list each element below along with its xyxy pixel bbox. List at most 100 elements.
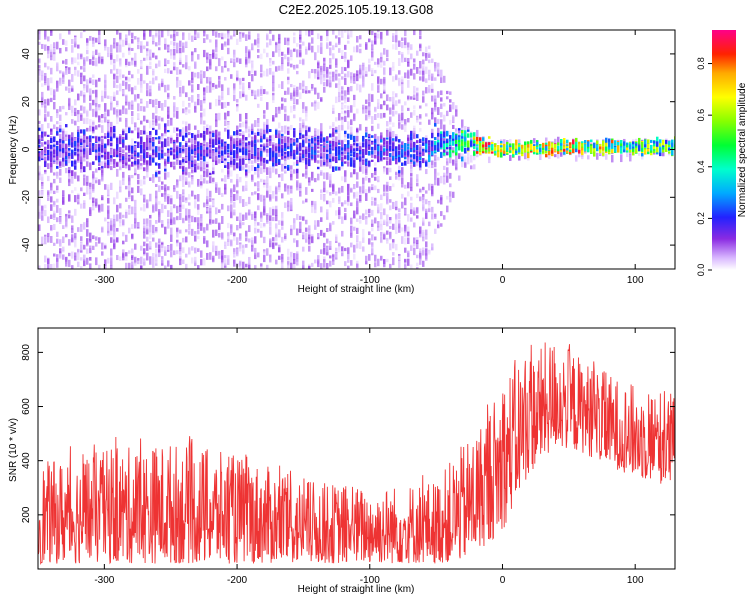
spectrogram-cell bbox=[47, 265, 50, 269]
spectrogram-cell bbox=[89, 135, 92, 139]
spectrogram-cell bbox=[83, 192, 86, 197]
spectrogram-cell bbox=[410, 46, 413, 51]
spectrogram-cell bbox=[467, 133, 470, 138]
spectrogram-cell bbox=[131, 116, 134, 125]
spectrogram-cell bbox=[308, 135, 311, 141]
spectrogram-cell bbox=[143, 45, 146, 50]
spectrogram-cell bbox=[134, 52, 137, 61]
spectrogram-cell bbox=[197, 155, 200, 161]
spectrogram-cell bbox=[404, 160, 407, 166]
spectrogram-cell bbox=[293, 88, 296, 92]
spectrogram-cell bbox=[284, 129, 287, 135]
spectrogram-cell bbox=[341, 55, 344, 59]
spectrogram-cell bbox=[416, 50, 419, 56]
spectrogram-cell bbox=[317, 62, 320, 69]
spectrogram-cell bbox=[173, 154, 176, 159]
spectrogram-cell bbox=[104, 112, 107, 118]
spectrogram-cell bbox=[134, 243, 137, 250]
spectrogram-cell bbox=[113, 148, 116, 152]
spectrogram-cell bbox=[431, 83, 434, 89]
spectrogram-cell bbox=[368, 208, 371, 214]
spectrogram-cell bbox=[134, 222, 137, 229]
spectrogram-cell bbox=[395, 200, 398, 208]
spectrogram-cell bbox=[473, 151, 476, 156]
spectrogram-cell bbox=[317, 220, 320, 227]
spectrogram-cell bbox=[95, 198, 98, 207]
spectrogram-cell bbox=[317, 136, 320, 143]
spectrogram-cell bbox=[488, 156, 491, 164]
spectrogram-cell bbox=[122, 52, 125, 58]
spectrogram-cell bbox=[197, 72, 200, 78]
spectrogram-cell bbox=[422, 90, 425, 96]
spectrogram-cell bbox=[290, 262, 293, 269]
spectrogram-cell bbox=[242, 134, 245, 140]
spectrogram-cell bbox=[194, 260, 197, 267]
spectrogram-cell bbox=[200, 181, 203, 186]
spectrogram-cell bbox=[362, 246, 365, 252]
spectrogram-cell bbox=[203, 162, 206, 169]
spectrogram-cell bbox=[56, 231, 59, 238]
spectrogram-cell bbox=[173, 55, 176, 60]
spectrogram-cell bbox=[71, 228, 74, 234]
spectrogram-cell bbox=[323, 137, 326, 141]
spectrogram-cell bbox=[95, 49, 98, 56]
spectrogram-cell bbox=[434, 137, 437, 141]
spectrogram-cell bbox=[251, 63, 254, 68]
spectrogram-cell bbox=[110, 165, 113, 171]
spectrogram-cell bbox=[314, 128, 317, 132]
spectrogram-cell bbox=[95, 143, 98, 150]
spectrogram-cell bbox=[155, 226, 158, 232]
spectrogram-cell bbox=[386, 258, 389, 263]
spectrogram-cell bbox=[131, 60, 134, 66]
spectrogram-cell bbox=[413, 149, 416, 152]
spectrogram-cell bbox=[335, 129, 338, 133]
spectrogram-cell bbox=[335, 42, 338, 47]
spectrogram-cell bbox=[329, 58, 332, 64]
spectrogram-cell bbox=[302, 173, 305, 177]
spectrogram-cell bbox=[248, 238, 251, 243]
spectrogram-cell bbox=[71, 142, 74, 148]
spectrogram-cell bbox=[59, 77, 62, 84]
spectrogram-cell bbox=[131, 195, 134, 202]
spectrogram-cell bbox=[449, 191, 452, 197]
spectrogram-cell bbox=[152, 260, 155, 268]
spectrogram-cell bbox=[422, 186, 425, 190]
spectrogram-cell bbox=[284, 166, 287, 169]
spectrogram-cell bbox=[434, 117, 437, 124]
spectrogram-cell bbox=[185, 121, 188, 127]
spectrogram-cell bbox=[467, 158, 470, 165]
spectrogram-cell bbox=[128, 250, 131, 254]
spectrogram-cell bbox=[128, 164, 131, 171]
spectrogram-cell bbox=[101, 146, 104, 151]
spectrogram-cell bbox=[95, 236, 98, 241]
spectrogram-cell bbox=[293, 224, 296, 230]
spectrogram-cell bbox=[458, 129, 461, 134]
spectrogram-cell bbox=[356, 74, 359, 82]
spectrogram-cell bbox=[458, 128, 461, 131]
spectrogram-cell bbox=[98, 115, 101, 121]
spectrogram-cell bbox=[119, 212, 122, 220]
spectrogram-cell bbox=[368, 58, 371, 64]
spectrogram-cell bbox=[284, 148, 287, 151]
spectrogram-cell bbox=[221, 263, 224, 268]
spectrogram-cell bbox=[146, 199, 149, 208]
spectrogram-cell bbox=[101, 135, 104, 139]
spectrogram-cell bbox=[251, 192, 254, 196]
spectrogram-cell bbox=[191, 167, 194, 172]
spectrogram-cell bbox=[497, 145, 500, 150]
spectrogram-cell bbox=[98, 77, 101, 82]
spectrogram-cell bbox=[422, 140, 425, 146]
spectrogram-cell bbox=[239, 147, 242, 153]
spectrogram-cell bbox=[338, 96, 341, 103]
spectrogram-cell bbox=[80, 105, 83, 111]
spectrogram-cell bbox=[332, 144, 335, 150]
spectrogram-cell bbox=[464, 125, 467, 131]
spectrogram-cell bbox=[119, 83, 122, 92]
spectrogram-cell bbox=[368, 254, 371, 261]
spectrogram-cell bbox=[140, 188, 143, 196]
spectrogram-cell bbox=[320, 138, 323, 143]
spectrogram-cell bbox=[59, 165, 62, 168]
spectrogram-cell bbox=[341, 119, 344, 126]
spectrogram-cell bbox=[410, 209, 413, 215]
spectrogram-cell bbox=[65, 136, 68, 140]
